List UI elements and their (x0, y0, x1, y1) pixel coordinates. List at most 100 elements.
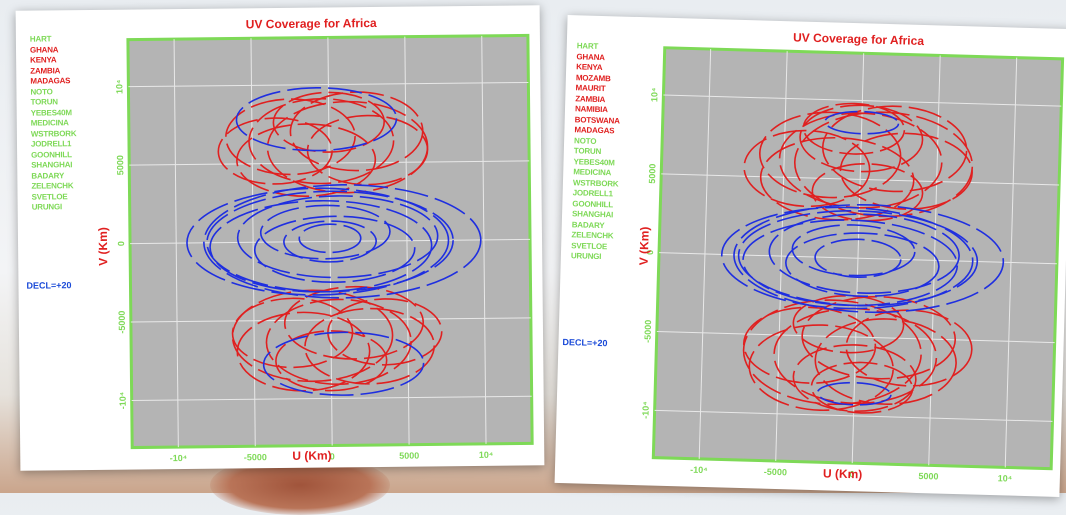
legend-station: JODRELL1 (30, 139, 72, 149)
legend-station: MAURIT (575, 83, 606, 94)
y-tick-label: -10⁴ (640, 401, 650, 419)
chart-card-left: -10⁴ -5000 0 5000 10⁴ 10⁴ 5000 0 -5000 -10⁴ UV Co… (15, 5, 545, 471)
uv-track-red (821, 105, 968, 193)
grid-line-vertical (481, 35, 487, 444)
legend-station: URUNGI (31, 202, 63, 212)
uv-track-blue (824, 110, 900, 135)
legend-station: HART (29, 34, 52, 44)
uv-track-blue (262, 331, 425, 396)
legend-station: SHANGHAI (31, 160, 73, 170)
uv-track-blue (203, 184, 482, 299)
y-tick-label: 10⁴ (114, 79, 124, 94)
legend-station: YEBES40M (30, 107, 72, 118)
uv-track-blue (720, 206, 974, 310)
legend-station: WSTRBORK (30, 128, 77, 139)
x-tick-label: -10⁴ (170, 453, 188, 463)
legend-station: KENYA (30, 55, 57, 65)
legend-station: ZELENCHK (571, 230, 614, 241)
y-axis-label: V (Km) (636, 226, 652, 266)
legend-station: MADAGAS (30, 76, 71, 86)
x-tick-label: -10⁴ (690, 465, 708, 475)
y-tick-label: -5000 (643, 320, 654, 343)
legend-station: BADARY (31, 170, 65, 181)
x-axis-label: U (Km) (292, 448, 332, 463)
legend-station: GOONHILL (31, 149, 72, 160)
uv-track-red (845, 309, 973, 387)
uv-track-blue (791, 224, 916, 277)
legend-station: GHANA (29, 44, 59, 55)
legend-station: NOTO (30, 86, 53, 97)
y-tick-label: 5000 (115, 155, 125, 175)
uv-track-blue (283, 220, 377, 263)
uv-track-blue (733, 204, 1005, 314)
x-tick-label: 0 (849, 469, 854, 479)
uv-plot-left: -10⁴ -5000 0 5000 10⁴ 10⁴ 5000 0 -5000 -10⁴ (114, 33, 534, 463)
legend-station: ZAMBIA (30, 65, 61, 76)
uv-track-blue (742, 219, 959, 307)
uv-track-red (792, 344, 917, 412)
grid-line-vertical (1004, 57, 1018, 468)
uv-track-blue (785, 232, 940, 298)
uv-track-red (217, 117, 333, 185)
uv-track-blue (768, 213, 960, 294)
uv-track-red (231, 289, 394, 383)
x-tick-label: 5000 (399, 451, 419, 461)
uv-track-blue (235, 87, 398, 152)
legend-station: HART (576, 41, 599, 51)
legend-station: TORUN (573, 146, 602, 157)
uv-track-red (743, 129, 871, 208)
grid-line-horizontal (130, 238, 531, 245)
uv-track-red (304, 307, 436, 385)
chart-title: UV Coverage for Africa (245, 15, 377, 32)
y-tick-label: 0 (645, 250, 655, 255)
legend-station: MEDICINA (30, 118, 69, 128)
legend-station: KENYA (576, 62, 603, 73)
legend-station: NAMIBIA (574, 104, 608, 115)
legend-station: SHANGHAI (571, 209, 614, 220)
grid-line-horizontal (128, 81, 529, 88)
legend-station: TORUN (30, 97, 58, 107)
uv-track-red (236, 123, 377, 198)
x-tick-label: 5000 (918, 471, 938, 482)
x-tick-label: -5000 (244, 452, 267, 462)
uv-track-blue (253, 215, 416, 284)
uv-track-red (225, 98, 356, 176)
uv-track-red (793, 111, 974, 218)
uv-track-red (275, 330, 388, 392)
station-legend: HART GHANA KENYA ZAMBIA MADAGAS NOTO TORUN YEBE… (30, 34, 77, 213)
x-tick-label: -5000 (764, 467, 787, 478)
y-tick-label: -5000 (117, 311, 127, 334)
grid-line-horizontal (663, 94, 1062, 107)
uv-track-red (742, 299, 922, 406)
y-axis-label: V (Km) (95, 227, 111, 266)
legend-station: MEDICINA (573, 167, 612, 178)
legend-station: JODRELL1 (572, 188, 613, 199)
uv-track-blue (298, 223, 362, 254)
declination-label: DECL=+20 (562, 337, 608, 349)
y-tick-label: 5000 (647, 163, 658, 183)
declination-label: DECL=+20 (26, 280, 72, 291)
uv-track-red (283, 285, 424, 360)
legend-station: MADAGAS (574, 125, 615, 136)
uv-track-red (801, 295, 957, 380)
y-tick-label: -10⁴ (118, 392, 128, 410)
uv-track-red (792, 295, 905, 354)
uv-track-blue (259, 204, 391, 260)
uv-track-red (810, 361, 914, 414)
uv-track-blue (209, 199, 433, 293)
uv-track-red (802, 102, 906, 155)
uv-track-red (272, 91, 385, 153)
uv-track-red (799, 104, 924, 173)
x-axis-label: U (Km) (822, 466, 863, 482)
x-tick-label: 0 (330, 451, 335, 461)
legend-station: ZELENCHK (31, 181, 74, 191)
uv-track-blue (236, 195, 439, 279)
station-legend: HART GHANA KENYA MOZAMB MAURIT ZAMBIA NAMIBIA B… (571, 41, 623, 263)
grid-line-horizontal (661, 173, 1060, 186)
x-tick-label: 10⁴ (479, 450, 494, 460)
uv-track-blue (816, 381, 892, 406)
y-tick-label: 10⁴ (649, 87, 659, 102)
y-tick-label: 0 (116, 241, 126, 246)
chart-card-right: -10⁴ -5000 0 5000 10⁴ 10⁴ 5000 0 -5000 -10⁴ UV Co… (554, 15, 1066, 497)
uv-plot-right: -10⁴ -5000 0 5000 10⁴ 10⁴ 5000 0 -5000 -10⁴ (640, 46, 1065, 484)
